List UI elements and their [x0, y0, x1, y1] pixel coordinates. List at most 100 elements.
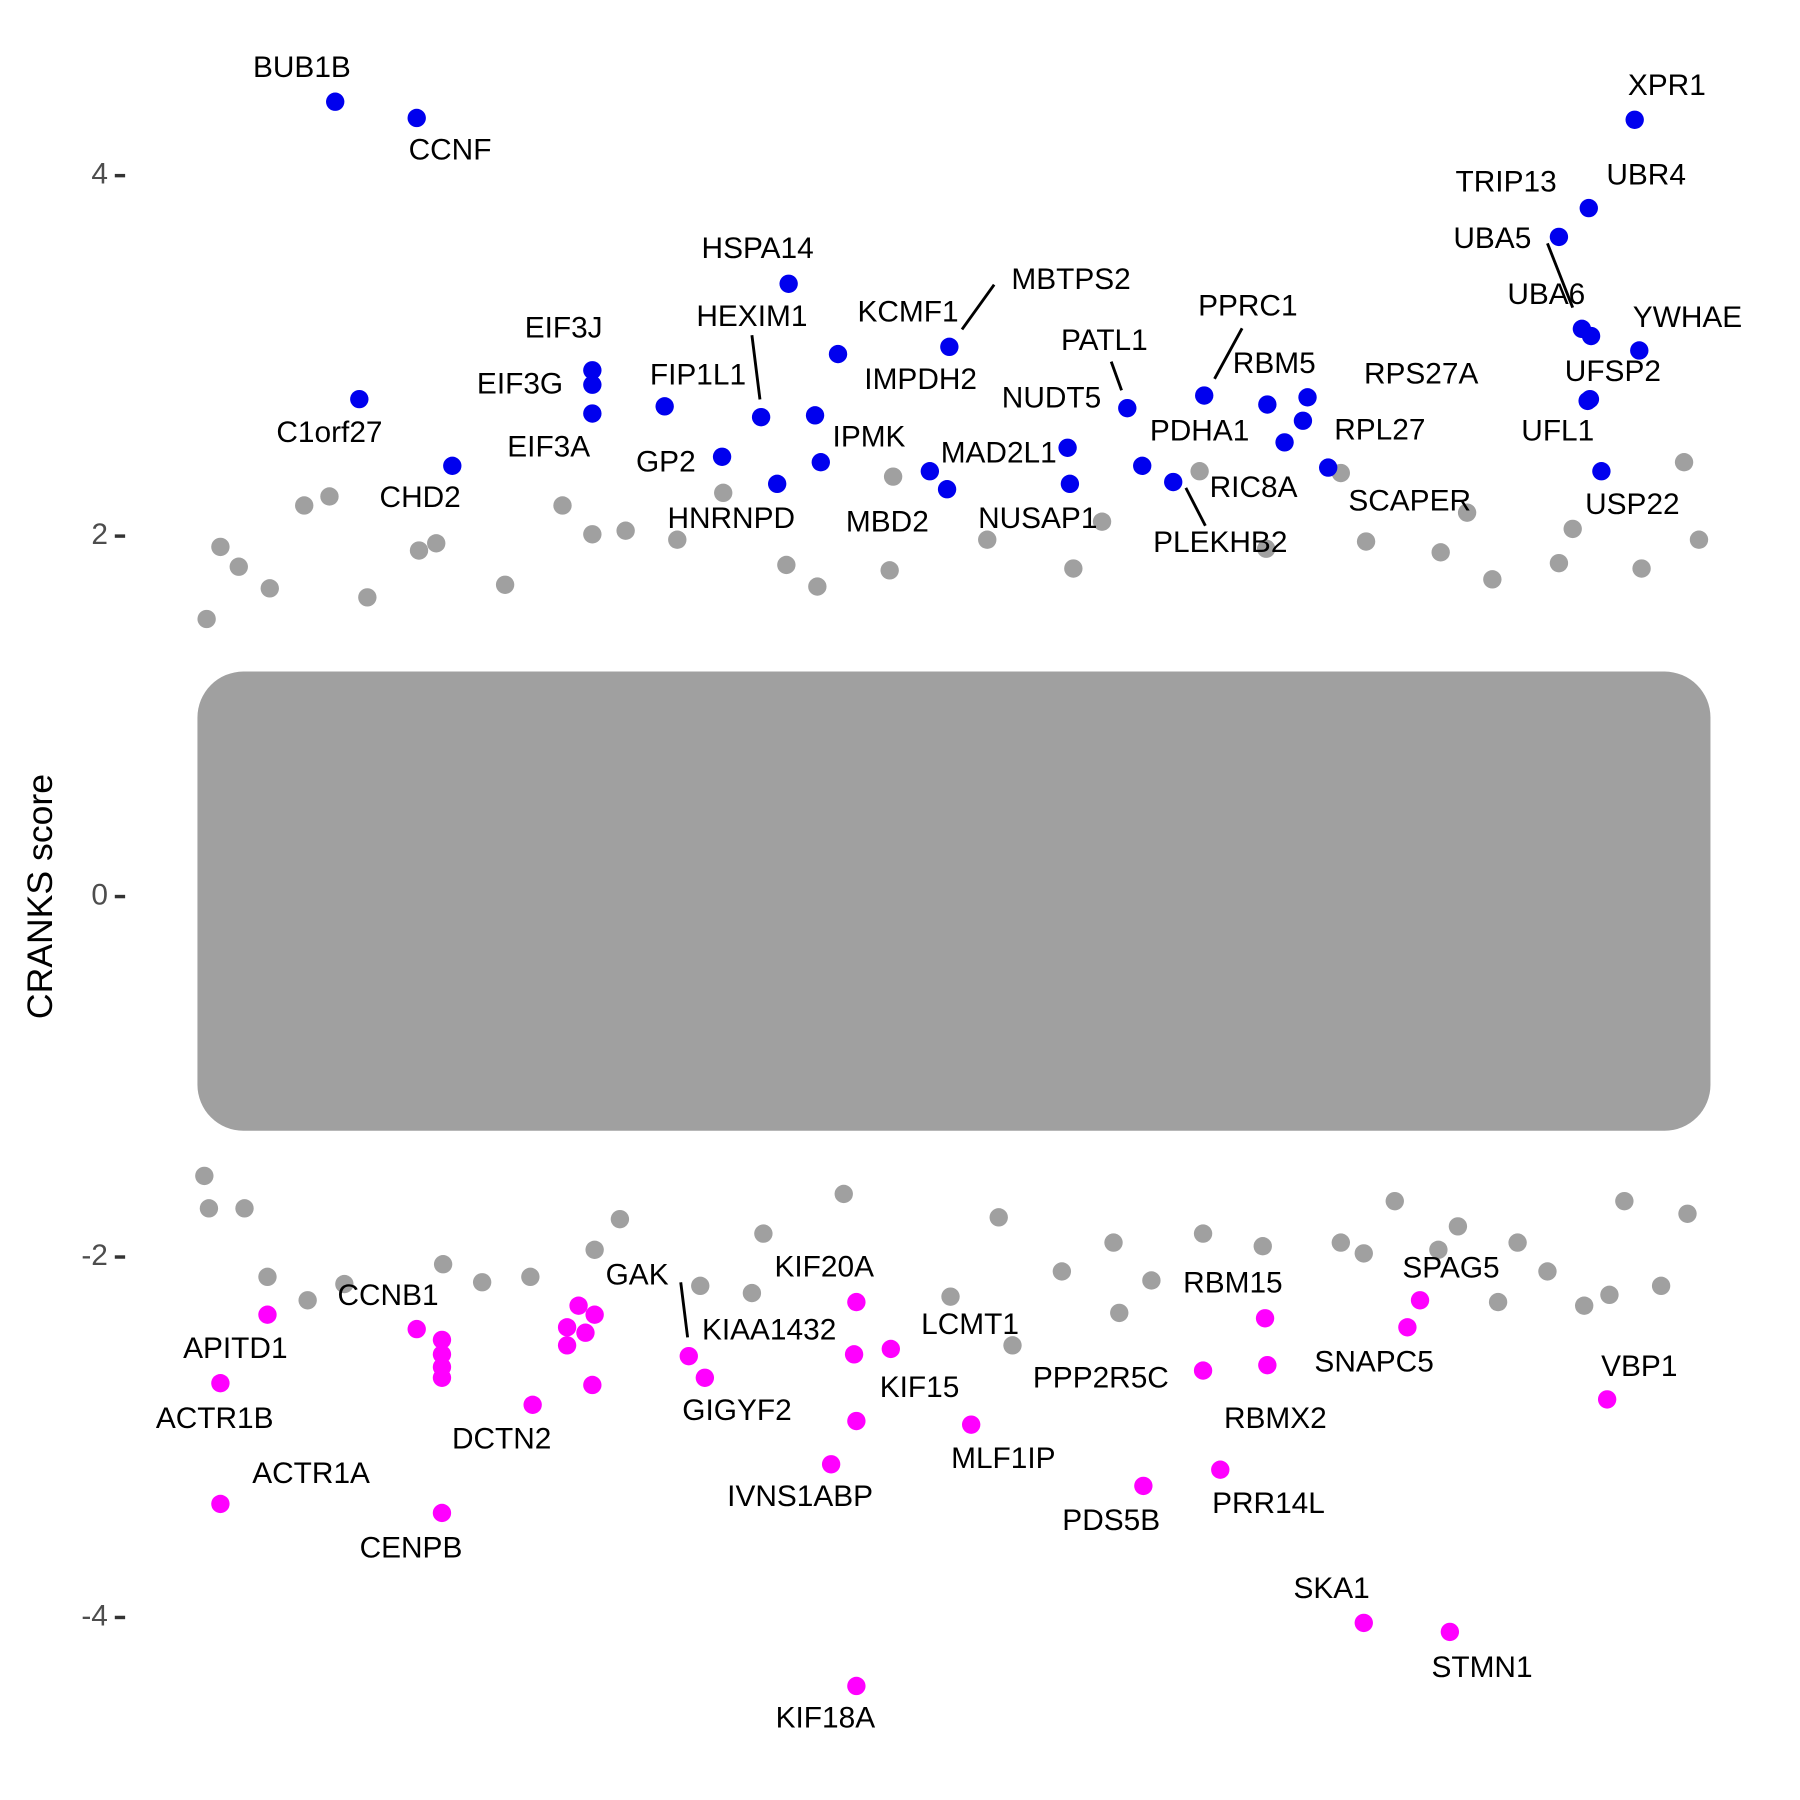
- point: [258, 1305, 277, 1324]
- point: [1431, 543, 1450, 562]
- point: [1060, 474, 1080, 494]
- point: [195, 1166, 214, 1186]
- point: [1275, 433, 1294, 452]
- point: [320, 487, 339, 506]
- point: [1293, 411, 1313, 430]
- point: [691, 1276, 710, 1296]
- point: [1538, 1262, 1557, 1281]
- point: [407, 108, 426, 128]
- point: [742, 1283, 762, 1303]
- point-label: RPS27A: [1364, 357, 1479, 390]
- point-label: RBMX2: [1224, 1402, 1327, 1435]
- point: [834, 1184, 853, 1204]
- point-label: UBA5: [1453, 222, 1531, 255]
- point-label: APITD1: [183, 1332, 287, 1365]
- leader-line: [1213, 327, 1244, 380]
- leader-line: [1184, 487, 1207, 527]
- point: [523, 1395, 542, 1414]
- y-tick-label: 0: [91, 878, 108, 911]
- point-label: IVNS1ABP: [727, 1480, 873, 1513]
- point: [844, 1345, 864, 1364]
- point-label: KIF20A: [774, 1250, 874, 1283]
- point: [1457, 503, 1477, 522]
- point: [1581, 326, 1601, 346]
- y-axis-label: CRANKS score: [20, 774, 60, 1019]
- point-label: UFL1: [1521, 415, 1594, 448]
- point: [821, 1455, 841, 1474]
- point: [521, 1267, 540, 1287]
- point: [350, 389, 369, 409]
- point: [583, 1375, 602, 1395]
- point-label: EIF3A: [507, 431, 590, 464]
- point-label: KIF18A: [776, 1702, 876, 1735]
- point: [1563, 519, 1582, 539]
- point: [433, 1255, 453, 1274]
- point: [1578, 391, 1597, 411]
- point-label: UBA6: [1507, 278, 1585, 311]
- point: [1674, 453, 1694, 472]
- point: [1354, 1244, 1373, 1263]
- point-label: C1orf27: [276, 416, 382, 449]
- point: [298, 1291, 317, 1310]
- point-label: IMPDH2: [864, 363, 977, 396]
- point-label: ACTR1A: [252, 1457, 370, 1490]
- point: [1193, 1361, 1213, 1380]
- point: [1258, 1355, 1277, 1375]
- point: [1597, 1390, 1617, 1409]
- point: [335, 1274, 354, 1294]
- point: [557, 1336, 577, 1355]
- point: [941, 1287, 960, 1306]
- point-label: HSPA14: [702, 232, 814, 265]
- point-label: PDS5B: [1062, 1504, 1160, 1537]
- point: [1356, 532, 1376, 551]
- point: [1003, 1336, 1022, 1355]
- point-label: SCAPER: [1348, 485, 1471, 518]
- point-label: IPMK: [833, 420, 906, 453]
- point-label: BUB1B: [253, 51, 351, 84]
- point: [211, 1373, 230, 1393]
- point: [1064, 559, 1083, 578]
- point-label: LCMT1: [921, 1308, 1019, 1341]
- point-label: KIF15: [880, 1371, 960, 1404]
- point: [881, 1339, 900, 1359]
- point-label: GP2: [636, 446, 696, 479]
- point: [295, 496, 314, 515]
- point: [847, 1292, 866, 1312]
- point-label: TRIP13: [1456, 166, 1557, 199]
- point: [1440, 1622, 1460, 1642]
- point: [695, 1368, 715, 1387]
- point-label: KIAA1432: [702, 1314, 836, 1347]
- point: [1134, 1476, 1153, 1496]
- point-label: PATL1: [1061, 324, 1148, 357]
- point-cloud: [197, 671, 1711, 1131]
- point: [679, 1346, 698, 1366]
- point-label: EIF3G: [477, 368, 563, 401]
- point: [211, 1494, 230, 1514]
- point: [229, 557, 248, 576]
- point-label: RIC8A: [1210, 471, 1298, 504]
- y-tick-label: 2: [91, 518, 108, 551]
- point-label: DCTN2: [452, 1423, 551, 1456]
- point: [777, 555, 796, 575]
- point: [1298, 388, 1317, 407]
- point: [1211, 1460, 1230, 1479]
- y-tick-label: 4: [91, 158, 108, 191]
- point-label: RBM5: [1233, 347, 1316, 380]
- point: [1488, 1292, 1508, 1312]
- point: [1058, 438, 1077, 457]
- point: [569, 1296, 588, 1315]
- point: [1600, 1285, 1619, 1305]
- point: [828, 344, 848, 364]
- point: [616, 521, 635, 540]
- point: [989, 1208, 1008, 1227]
- point-label: SKA1: [1293, 1572, 1369, 1605]
- point-label: PDHA1: [1150, 415, 1249, 448]
- point: [811, 453, 830, 472]
- point: [432, 1330, 452, 1350]
- point-label: CCNB1: [337, 1279, 438, 1312]
- point: [1429, 1240, 1448, 1259]
- point: [1448, 1217, 1468, 1236]
- point: [1193, 1224, 1213, 1243]
